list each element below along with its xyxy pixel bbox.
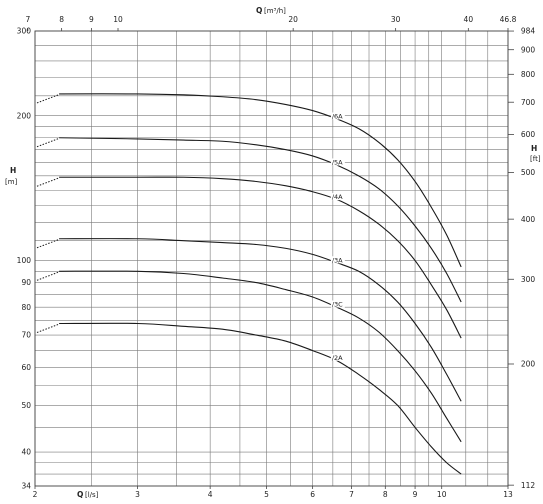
y2-tick-label: 300 xyxy=(521,275,536,284)
y2-tick-label: 984 xyxy=(521,27,536,36)
y-tick-label: 80 xyxy=(21,303,31,312)
x-tick-label: 13 xyxy=(503,490,513,499)
plot-frame xyxy=(34,30,509,487)
x-tick-label: 8 xyxy=(383,490,388,499)
series-lead-in xyxy=(36,324,59,333)
y2-tick-label: 200 xyxy=(521,360,536,369)
x-tick-label: 2 xyxy=(33,490,38,499)
grid xyxy=(27,28,514,489)
series-lead-in xyxy=(36,239,59,249)
y-tick-label: 90 xyxy=(21,278,31,287)
x-tick-label: 6 xyxy=(310,490,315,499)
y2-tick-label: 600 xyxy=(521,130,536,139)
series-lead-in xyxy=(36,94,59,104)
series-lead-in xyxy=(36,177,59,187)
x2-tick-label: 7 xyxy=(25,15,30,24)
series-label-bg xyxy=(330,158,345,166)
curves: /6A/5A/4A/3A/3C/2A xyxy=(36,93,462,475)
series-label-bg xyxy=(330,193,345,201)
y-tick-label: 200 xyxy=(17,111,32,120)
x-tick-label: 9 xyxy=(413,490,418,499)
y2-axis-title: H xyxy=(531,144,537,153)
y-axis-unit: [m] xyxy=(5,178,18,186)
x2-tick-label: 9 xyxy=(89,15,94,24)
y2-tick-label: 500 xyxy=(521,168,536,177)
x2-tick-label: 10 xyxy=(113,15,123,24)
x2-axis-title: Q xyxy=(256,6,262,15)
y-axis-title: H xyxy=(10,166,16,175)
series-label-bg xyxy=(330,300,345,308)
tick-labels: 2 3 4 5 6 7 8 9 10 137 8 9 10 20 30 40 46.83440506070809… xyxy=(17,15,536,499)
x-tick-label: 7 xyxy=(349,490,354,499)
series-label: /3A xyxy=(332,256,343,264)
y-tick-label: 70 xyxy=(21,331,31,340)
x-tick-label: 5 xyxy=(264,490,269,499)
y-tick-label: 300 xyxy=(17,27,32,36)
x-tick-label: 4 xyxy=(208,490,213,499)
y-tick-label: 50 xyxy=(21,401,31,410)
y2-tick-label: 900 xyxy=(521,45,536,54)
series-label: /3C xyxy=(332,300,343,308)
x2-tick-label: 46.8 xyxy=(500,15,517,24)
series-lead-in xyxy=(36,271,59,281)
series-label: /2A xyxy=(332,354,343,362)
x2-tick-label: 30 xyxy=(391,15,401,24)
y2-axis-unit: [ft] xyxy=(530,155,541,163)
y-tick-label: 34 xyxy=(21,482,31,491)
x-axis-unit: [l/s] xyxy=(85,491,99,499)
y2-tick-label: 800 xyxy=(521,70,536,79)
series-label-bg xyxy=(330,256,345,264)
x2-axis-unit: [m³/h] xyxy=(264,7,286,15)
y-tick-label: 40 xyxy=(21,448,31,457)
y2-tick-label: 400 xyxy=(521,215,536,224)
x2-tick-label: 20 xyxy=(288,15,298,24)
series-label: /6A xyxy=(332,112,343,120)
series-label-bg xyxy=(330,112,345,120)
x-axis-title: Q xyxy=(77,490,83,499)
y-tick-label: 100 xyxy=(17,256,32,265)
y2-tick-label: 700 xyxy=(521,98,536,107)
x-tick-label: 10 xyxy=(437,490,447,499)
series-label-bg xyxy=(330,353,345,361)
series-label: /5A xyxy=(332,158,343,166)
x2-tick-label: 40 xyxy=(464,15,474,24)
y2-tick-label: 112 xyxy=(521,481,536,490)
series-lead-in xyxy=(36,138,59,148)
series-label: /4A xyxy=(332,193,343,201)
x-tick-label: 3 xyxy=(135,490,140,499)
x2-tick-label: 8 xyxy=(59,15,64,24)
y-tick-label: 60 xyxy=(21,363,31,372)
